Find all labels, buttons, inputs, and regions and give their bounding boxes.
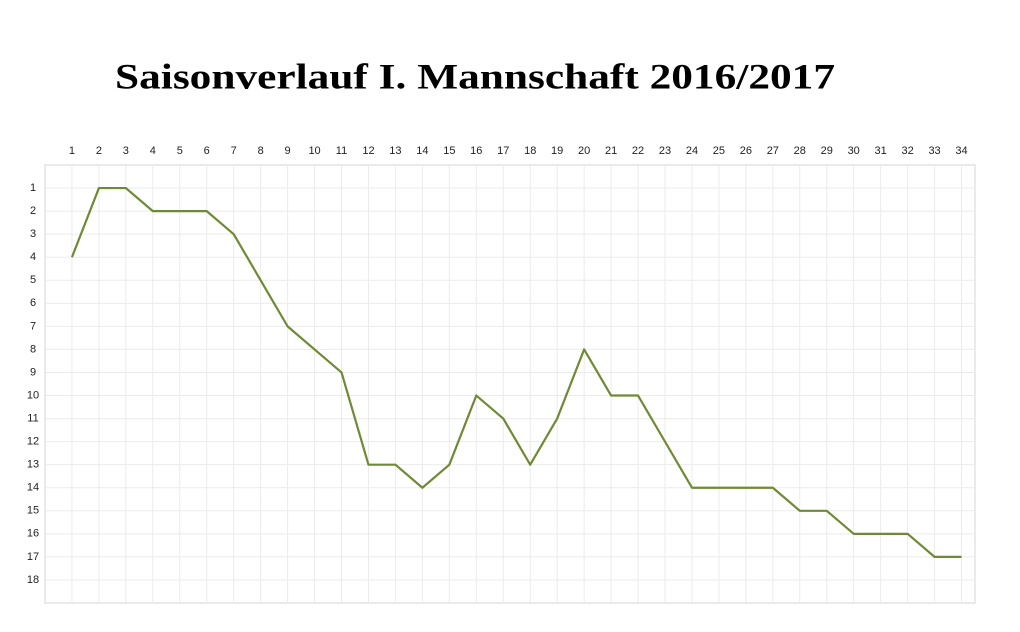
x-tick-label: 3 xyxy=(123,145,129,157)
y-tick-label: 3 xyxy=(30,228,36,240)
y-tick-label: 1 xyxy=(30,182,36,194)
x-tick-label: 32 xyxy=(901,145,913,157)
y-tick-label: 18 xyxy=(27,574,39,586)
y-tick-label: 16 xyxy=(27,528,39,540)
x-tick-label: 11 xyxy=(336,145,347,157)
x-tick-label: 20 xyxy=(578,145,590,157)
x-tick-label: 33 xyxy=(928,145,940,157)
x-tick-label: 26 xyxy=(740,145,752,157)
y-tick-label: 12 xyxy=(27,436,39,448)
x-tick-label: 29 xyxy=(821,145,833,157)
x-tick-label: 24 xyxy=(686,145,698,157)
x-tick-label: 17 xyxy=(497,145,509,157)
x-tick-label: 22 xyxy=(632,145,644,157)
x-tick-label: 27 xyxy=(767,145,779,157)
y-tick-label: 17 xyxy=(27,551,39,563)
grid xyxy=(45,165,975,603)
x-tick-label: 16 xyxy=(470,145,482,157)
y-tick-label: 10 xyxy=(27,389,39,401)
x-tick-label: 23 xyxy=(659,145,671,157)
plot-frame xyxy=(44,164,976,604)
x-tick-label: 13 xyxy=(389,145,401,157)
x-tick-label: 7 xyxy=(231,145,237,157)
x-tick-label: 15 xyxy=(443,145,455,157)
y-tick-label: 13 xyxy=(27,459,39,471)
series-line xyxy=(70,186,962,558)
x-tick-label: 31 xyxy=(875,145,887,157)
x-tick-label: 8 xyxy=(258,145,264,157)
x-tick-label: 1 xyxy=(69,145,75,157)
y-tick-label: 2 xyxy=(30,205,36,217)
x-tick-label: 19 xyxy=(551,145,563,157)
y-tick-label: 4 xyxy=(30,251,36,263)
x-tick-label: 9 xyxy=(285,145,291,157)
x-tick-label: 14 xyxy=(416,145,428,157)
y-tick-label: 6 xyxy=(30,297,36,309)
x-tick-label: 6 xyxy=(204,145,210,157)
x-tick-label: 10 xyxy=(308,145,320,157)
x-tick-label: 28 xyxy=(794,145,806,157)
chart-title: Saisonverlauf I. Mannschaft 2016/2017 xyxy=(115,56,835,96)
x-tick-label: 21 xyxy=(605,145,617,157)
x-tick-label: 2 xyxy=(96,145,102,157)
y-tick-label: 9 xyxy=(30,366,36,378)
x-tick-label: 4 xyxy=(150,145,156,157)
y-tick-label: 8 xyxy=(30,343,36,355)
x-tick-label: 34 xyxy=(955,145,967,157)
y-tick-label: 5 xyxy=(30,274,36,286)
x-tick-label: 18 xyxy=(524,145,536,157)
y-tick-label: 14 xyxy=(27,482,39,494)
x-tick-label: 12 xyxy=(362,145,374,157)
y-tick-label: 15 xyxy=(27,505,39,517)
x-tick-label: 30 xyxy=(848,145,860,157)
x-tick-label: 5 xyxy=(177,145,183,157)
y-tick-label: 11 xyxy=(27,412,38,424)
y-tick-label: 7 xyxy=(30,320,36,332)
x-tick-label: 25 xyxy=(713,145,725,157)
